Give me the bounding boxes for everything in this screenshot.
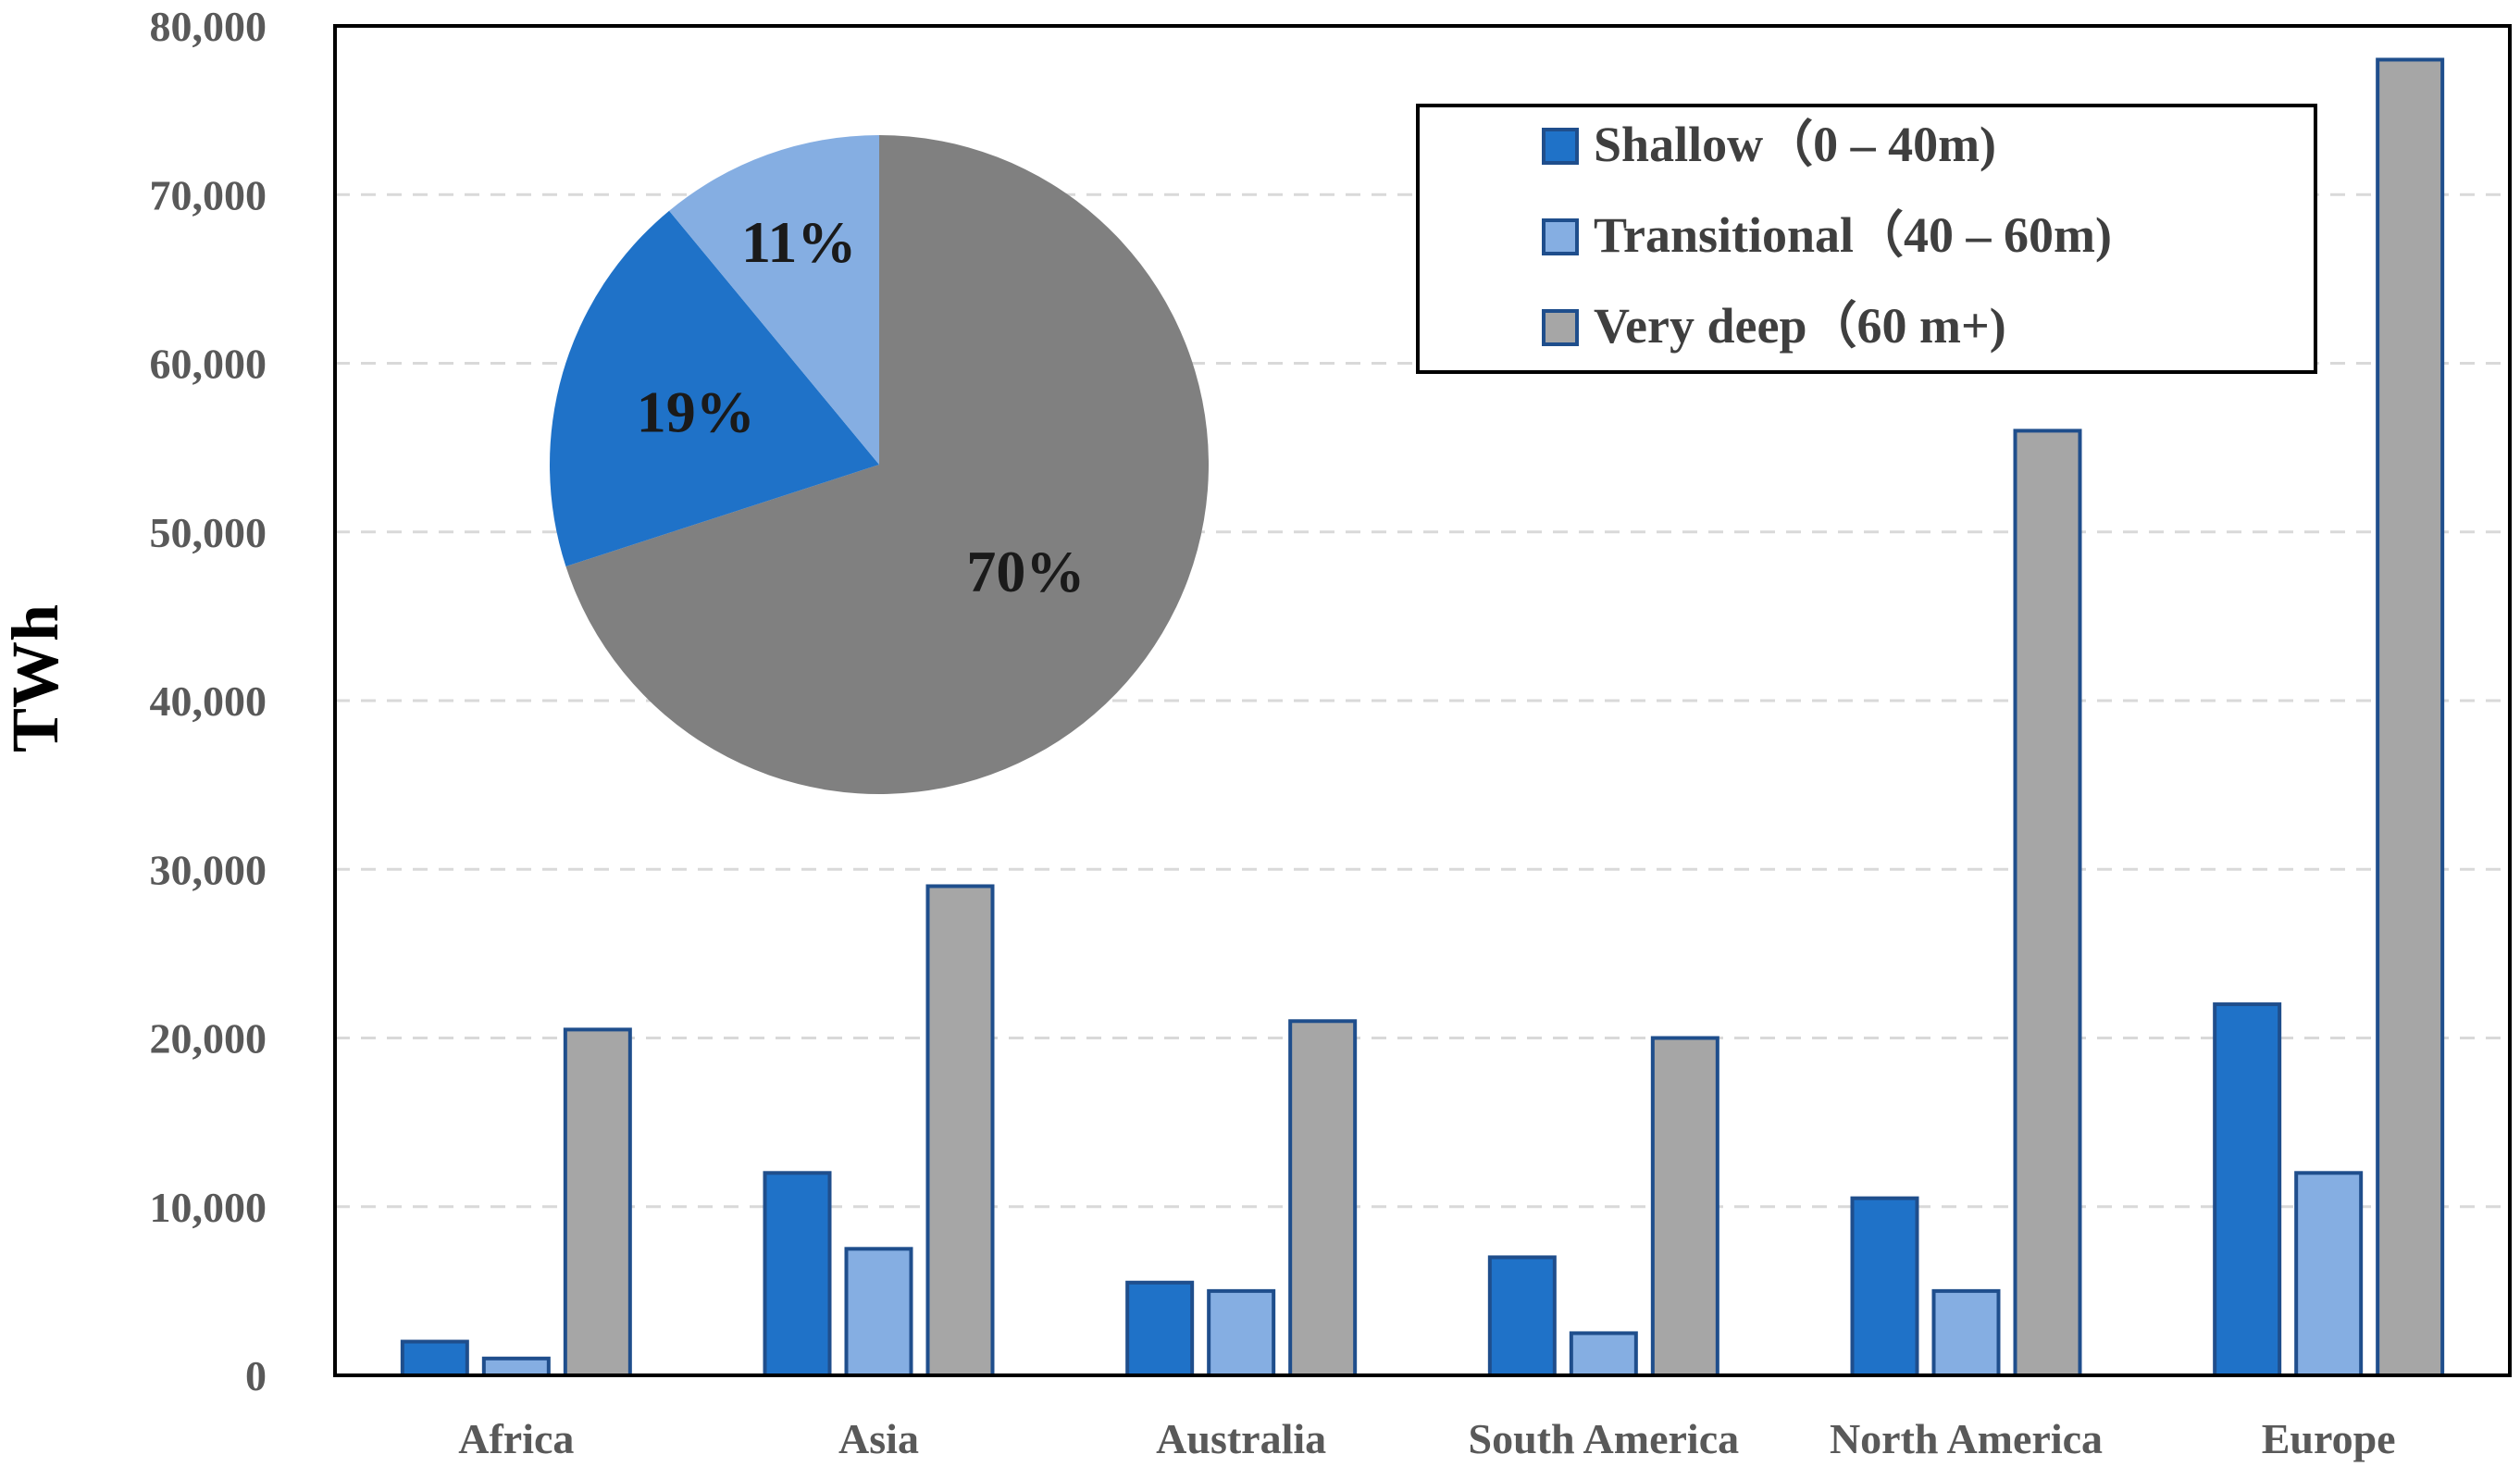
bar-africa-series-0 <box>400 1339 469 1378</box>
pie-label: 70% <box>966 539 1085 604</box>
bar-north-america-series-0 <box>1850 1196 1919 1377</box>
x-category-label: North America <box>1830 1415 2103 1462</box>
bar-europe-series-1 <box>2294 1171 2364 1378</box>
bar-australia-series-0 <box>1125 1280 1195 1377</box>
bar-asia-series-0 <box>763 1171 832 1378</box>
bar-africa-series-2 <box>563 1027 632 1377</box>
bar-south-america-series-1 <box>1569 1331 1638 1377</box>
legend-label: Shallow（0 – 40m) <box>1594 117 1996 172</box>
pie-slice-transitional <box>669 135 879 465</box>
pie-slice-very-deep <box>565 135 1209 795</box>
pie-slice-shallow <box>550 210 879 567</box>
legend-label: Transitional（40 – 60m) <box>1594 207 2112 263</box>
x-category-label: Australia <box>1156 1415 1326 1462</box>
x-category-label: Europe <box>2262 1415 2396 1462</box>
plot-frame <box>333 24 2512 1377</box>
bar-south-america-series-0 <box>1487 1255 1557 1378</box>
bar-north-america-series-1 <box>1931 1288 2001 1377</box>
bar-australia-series-2 <box>1288 1019 1358 1378</box>
legend-swatch <box>1542 128 1579 165</box>
bar-europe-series-2 <box>2376 57 2445 1378</box>
bar-asia-series-1 <box>844 1247 913 1377</box>
bar-australia-series-1 <box>1207 1288 1276 1377</box>
y-tick-label: 50,000 <box>150 509 267 556</box>
bar-europe-series-0 <box>2213 1002 2282 1378</box>
y-tick-label: 40,000 <box>150 677 267 725</box>
y-tick-label: 80,000 <box>150 3 267 50</box>
legend-swatch <box>1542 218 1579 255</box>
x-category-labels: Africa Asia Australia South America North Am… <box>458 1415 2395 1462</box>
bar-south-america-series-2 <box>1650 1036 1719 1377</box>
x-category-label: Africa <box>458 1415 574 1462</box>
y-tick-label: 30,000 <box>150 846 267 893</box>
y-tick-label: 60,000 <box>150 341 267 388</box>
bar-africa-series-1 <box>481 1356 551 1378</box>
legend: Shallow（0 – 40m) Transitional（40 – 60m) Ve… <box>1416 104 2317 374</box>
y-tick-label: 20,000 <box>150 1015 267 1063</box>
x-category-label: Asia <box>838 1415 919 1462</box>
bars <box>400 57 2445 1378</box>
legend-label: Very deep（60 m+) <box>1594 298 2006 354</box>
y-tick-label: 10,000 <box>150 1184 267 1231</box>
pie-label: 19% <box>637 379 755 444</box>
y-tick-label: 70,000 <box>150 171 267 218</box>
legend-swatch <box>1542 309 1579 346</box>
bar-north-america-series-2 <box>2013 429 2082 1377</box>
pie-chart: 70% 19% 11% <box>550 135 1209 795</box>
pie-label: 11% <box>741 209 856 275</box>
y-tick-label: 0 <box>245 1352 267 1399</box>
y-axis-title: TWh <box>0 604 72 752</box>
x-category-label: South America <box>1469 1415 1740 1462</box>
bar-asia-series-2 <box>925 884 995 1377</box>
y-tick-labels: 0 10,000 20,000 30,000 40,000 50,000 60,000 70,… <box>150 3 267 1399</box>
